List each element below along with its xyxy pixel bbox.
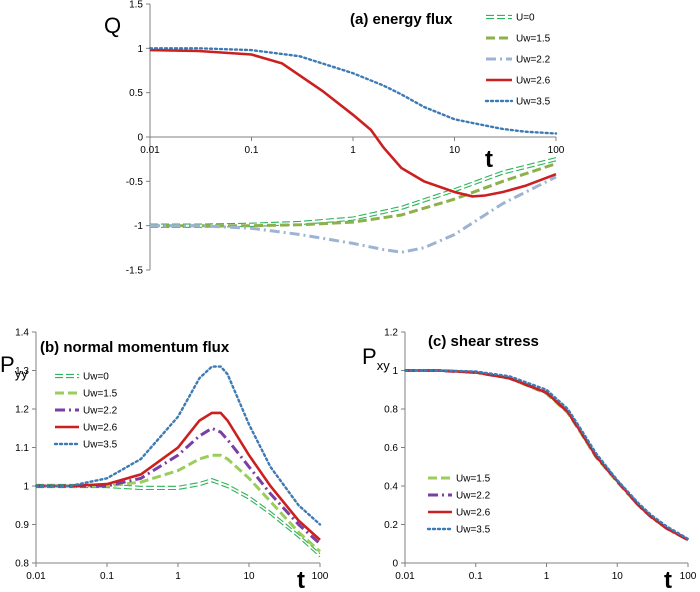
- y-tick-label: 0.9: [15, 520, 29, 531]
- series-line-uw-1-5: [405, 369, 689, 542]
- x-tick-label: 10: [243, 571, 255, 582]
- legend-label: Uw=2.2: [516, 55, 551, 66]
- chart-title: (a) energy flux: [350, 11, 453, 28]
- x-tick-label: 100: [680, 571, 697, 582]
- x-tick-label: 1: [175, 571, 181, 582]
- series-line-uw-0: [36, 481, 321, 558]
- legend-label: Uw=2.6: [83, 423, 118, 434]
- y-tick-label: 1.2: [15, 405, 29, 416]
- y-tick-label: 1.1: [15, 443, 29, 454]
- y-axis-label-main: P: [362, 344, 377, 369]
- x-tick-label: 100: [548, 145, 565, 156]
- x-tick-label: 10: [449, 145, 461, 156]
- chart-title: (c) shear stress: [428, 333, 539, 350]
- legend-label: Uw=2.6: [516, 76, 551, 87]
- x-axis-label: t: [297, 567, 305, 592]
- x-tick-label: 10: [612, 571, 624, 582]
- x-axis-label: t: [485, 146, 493, 173]
- legend-label: Uw=1.5: [456, 474, 491, 485]
- series-line-uw-2-6: [149, 48, 557, 198]
- y-tick-label: 1.5: [129, 0, 143, 11]
- legend-label: Uw=3.5: [516, 97, 551, 108]
- y-tick-label: -1: [134, 221, 143, 232]
- y-tick-label: 1: [23, 482, 29, 493]
- series-line-uw-2-6: [405, 369, 689, 542]
- x-axis-label: t: [664, 567, 672, 592]
- y-axis-label: Q: [104, 13, 121, 38]
- legend-label: Uw=0: [83, 372, 109, 383]
- legend-label: Uw=2.6: [456, 508, 491, 519]
- series-line-u-0: [150, 157, 557, 225]
- legend-label: Uw=3.5: [83, 440, 118, 451]
- x-tick-label: 100: [312, 571, 329, 582]
- y-tick-label: -1.5: [126, 266, 144, 277]
- y-tick-label: 1.4: [15, 328, 29, 339]
- y-axis-label: Pxy: [362, 344, 390, 373]
- y-axis-label-subscript: yy: [15, 366, 29, 381]
- y-tick-label: 0.8: [384, 405, 398, 416]
- y-tick-label: 1.3: [15, 366, 29, 377]
- panel-normal-momentum-flux: 0.8 0.9 1 1.1 1.2 1.3 1.4 0.01 0.1 1 10 100 (b) norm…: [0, 328, 329, 592]
- series-line-uw-1-5: [36, 453, 322, 553]
- y-tick-label: 1.2: [384, 328, 398, 339]
- y-tick-label: -0.5: [126, 177, 144, 188]
- x-tick-label: 1: [350, 145, 356, 156]
- y-tick-label: 0: [392, 559, 398, 570]
- x-tick-label: 0.1: [100, 571, 114, 582]
- legend: Uw=0 Uw=1.5 Uw=2.2 Uw=2.6 Uw=3.5: [53, 372, 118, 451]
- legend: U=0 Uw=1.5 Uw=2.2 Uw=2.6 Uw=3.5: [484, 13, 551, 108]
- series-line-uw-2-6: [36, 411, 321, 541]
- y-tick-label: 0.2: [384, 520, 398, 531]
- series-line-uw-0: [36, 478, 321, 555]
- y-axis-label-subscript: xy: [377, 358, 391, 373]
- legend-label: Uw=1.5: [83, 389, 118, 400]
- series-line-uw-2-2: [36, 426, 322, 545]
- y-axis-label-main: P: [0, 352, 15, 377]
- y-axis-label: Pyy: [0, 352, 28, 381]
- legend-label: Uw=1.5: [516, 34, 551, 45]
- legend: Uw=1.5 Uw=2.2 Uw=2.6 Uw=3.5: [426, 474, 491, 536]
- x-tick-label: 0.1: [245, 145, 259, 156]
- x-tick-label: 0.01: [395, 571, 415, 582]
- y-tick-label: 0.5: [129, 88, 143, 99]
- x-tick-label: 0.1: [469, 571, 483, 582]
- x-tick-label: 0.01: [140, 145, 160, 156]
- y-tick-label: 0.6: [384, 443, 398, 454]
- chart-title: (b) normal momentum flux: [40, 339, 230, 356]
- y-tick-label: 0.4: [384, 482, 398, 493]
- x-tick-label: 1: [544, 571, 550, 582]
- y-tick-label: 0: [137, 133, 143, 144]
- series-line-uw-2-2: [150, 175, 557, 254]
- y-tick-label: 0.8: [15, 559, 29, 570]
- legend-label: Uw=3.5: [456, 525, 491, 536]
- series-line-uw-2-2: [405, 369, 689, 542]
- y-axis-label-main: Q: [104, 13, 121, 38]
- y-tick-label: 1: [137, 44, 143, 55]
- legend-label: U=0: [516, 13, 535, 24]
- panel-energy-flux: -1.5 -1 -0.5 0 0.5 1 1.5 0.01 0.1 1 10 100 (a) energ…: [104, 0, 565, 277]
- series-line-uw-3-5: [148, 47, 558, 135]
- y-tick-label: 1: [392, 366, 398, 377]
- x-tick-label: 0.01: [26, 571, 46, 582]
- panel-shear-stress: 0 0.2 0.4 0.6 0.8 1 1.2 0.01 0.1 1 10 100 (c) shear …: [362, 328, 697, 592]
- legend-label: Uw=2.2: [83, 406, 118, 417]
- series-line-uw-3-5: [34, 365, 322, 526]
- legend-label: Uw=2.2: [456, 491, 491, 502]
- series-line-uw-3-5: [403, 369, 690, 541]
